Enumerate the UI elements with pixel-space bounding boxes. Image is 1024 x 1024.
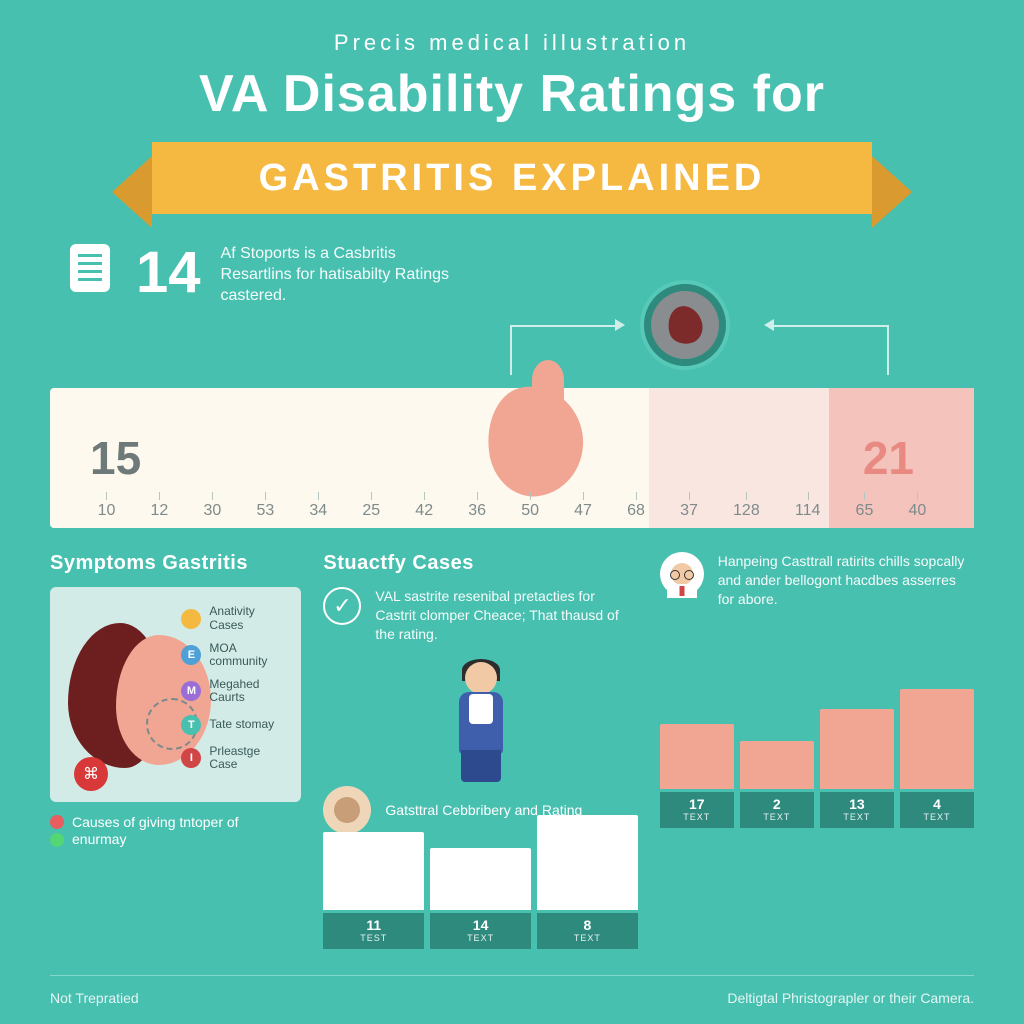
tick: 114 — [795, 502, 821, 520]
cases-column: Stuactfy Cases ✓ VAL sastrite resenibal … — [323, 552, 637, 949]
chart-2: 17TEXT2TEXT13TEXT4TEXT — [660, 723, 974, 828]
bar: 13TEXT — [820, 709, 894, 828]
tick: 10 — [98, 502, 116, 520]
legend-item: TTate stomay — [181, 715, 289, 735]
legend-item: IPrleastge Case — [181, 745, 289, 771]
footer: Not Trepratied Deltigtal Phristograpler … — [50, 975, 974, 1006]
footer-right: Deltigtal Phristograpler or their Camera… — [727, 990, 974, 1006]
footer-left: Not Trepratied — [50, 990, 139, 1006]
legend: Anativity Cases EMOA community MMegahed Ca… — [181, 605, 289, 781]
cases-check-text: VAL sastrite resenibal pretacties for Ca… — [375, 587, 637, 644]
tick: 25 — [362, 502, 380, 520]
col3-text: Hanpeing Casttrall ratirits chills sopca… — [718, 552, 974, 609]
tick: 65 — [856, 502, 874, 520]
intro-row: 14 Af Stoports is a Casbritis Resartlins… — [0, 244, 1024, 306]
scale-ticks: 10 12 30 53 34 25 42 36 50 47 68 37 128 114 65 40 — [50, 502, 974, 520]
tick: 42 — [415, 502, 433, 520]
bar: 2TEXT — [740, 741, 814, 828]
avatar-icon — [323, 786, 371, 834]
subtitle: Precis medical illustration — [40, 30, 984, 56]
alert-icon: ⌘ — [74, 757, 108, 791]
doctor-icon — [660, 552, 704, 596]
tick: 68 — [627, 502, 645, 520]
tick: 30 — [203, 502, 221, 520]
scale-left-value: 15 — [90, 431, 141, 485]
chart-column: Hanpeing Casttrall ratirits chills sopca… — [660, 552, 974, 949]
tick: 53 — [256, 502, 274, 520]
scale-chart: 15 21 10 12 30 53 34 25 42 36 50 47 68 37 128 114 65 40 — [50, 388, 974, 528]
header: Precis medical illustration VA Disabilit… — [0, 0, 1024, 214]
bar: 4TEXT — [900, 689, 974, 828]
nurse-icon — [446, 662, 516, 782]
bar: 14TEXT — [430, 848, 531, 949]
main-title: VA Disability Ratings for — [40, 64, 984, 124]
chart-1: 11TEST14TEXT8TEXT — [323, 844, 637, 949]
intro-text: Af Stoports is a Casbritis Resartlins fo… — [221, 244, 451, 306]
bar: 11TEST — [323, 832, 424, 949]
document-icon — [70, 244, 116, 294]
symptoms-column: Symptoms Gastritis ⌘ Anativity Cases EMOA… — [50, 552, 301, 949]
legend-item: Anativity Cases — [181, 605, 289, 631]
tick: 40 — [909, 502, 927, 520]
scale-right-value: 21 — [863, 431, 914, 485]
banner: GASTRITIS EXPLAINED — [152, 142, 872, 214]
stomach-icon — [480, 368, 590, 498]
bar: 17TEXT — [660, 724, 734, 828]
banner-text: GASTRITIS EXPLAINED — [259, 157, 766, 200]
tick: 128 — [733, 502, 760, 520]
stomach-circle-icon — [640, 280, 730, 370]
tick: 36 — [468, 502, 486, 520]
bar: 8TEXT — [537, 815, 638, 949]
symptoms-title: Symptoms Gastritis — [50, 552, 301, 575]
bottom-section: Symptoms Gastritis ⌘ Anativity Cases EMOA… — [0, 552, 1024, 949]
legend-item: EMOA community — [181, 642, 289, 668]
tick: 12 — [151, 502, 169, 520]
tick: 47 — [574, 502, 592, 520]
causes-text: Causes of giving tntoper of enurmay — [72, 814, 252, 848]
tick: 50 — [521, 502, 539, 520]
legend-item: MMegahed Caurts — [181, 678, 289, 704]
causes-row: Causes of giving tntoper of enurmay — [50, 814, 301, 848]
tick: 34 — [309, 502, 327, 520]
cases-title: Stuactfy Cases — [323, 552, 637, 575]
check-icon: ✓ — [323, 587, 361, 625]
tick: 37 — [680, 502, 698, 520]
intro-number: 14 — [136, 244, 201, 302]
stomach-diagram: ⌘ Anativity Cases EMOA community MMegahed … — [50, 587, 301, 802]
